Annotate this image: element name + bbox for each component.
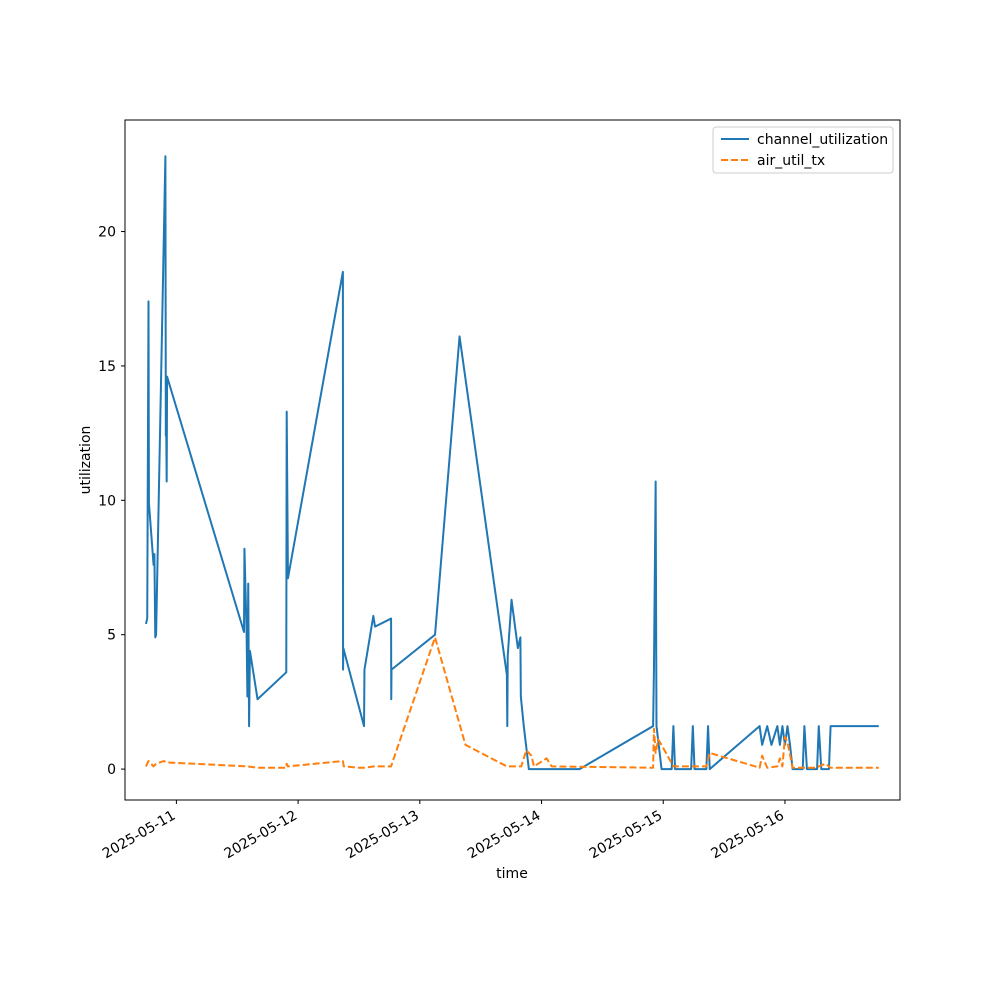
series-layer [144,155,879,771]
y-axis-label: utilization [78,426,94,495]
y-tick-label: 10 [98,493,116,509]
y-tick-label: 5 [107,628,116,644]
legend-box [712,126,894,174]
y-tick-label: 15 [98,359,116,375]
y-tick-label: 0 [107,762,116,778]
y-axis-ticks: 0 5 10 15 20 [98,225,125,778]
legend-label-channel-utilization: channel_utilization [757,132,888,148]
legend: channel_utilization air_util_tx [712,126,894,174]
x-axis-label: time [496,866,528,882]
y-tick-label: 20 [98,225,116,241]
plot-frame [124,119,901,801]
series-line-channel-utilization [144,155,879,771]
legend-label-air-util-tx: air_util_tx [757,153,825,169]
